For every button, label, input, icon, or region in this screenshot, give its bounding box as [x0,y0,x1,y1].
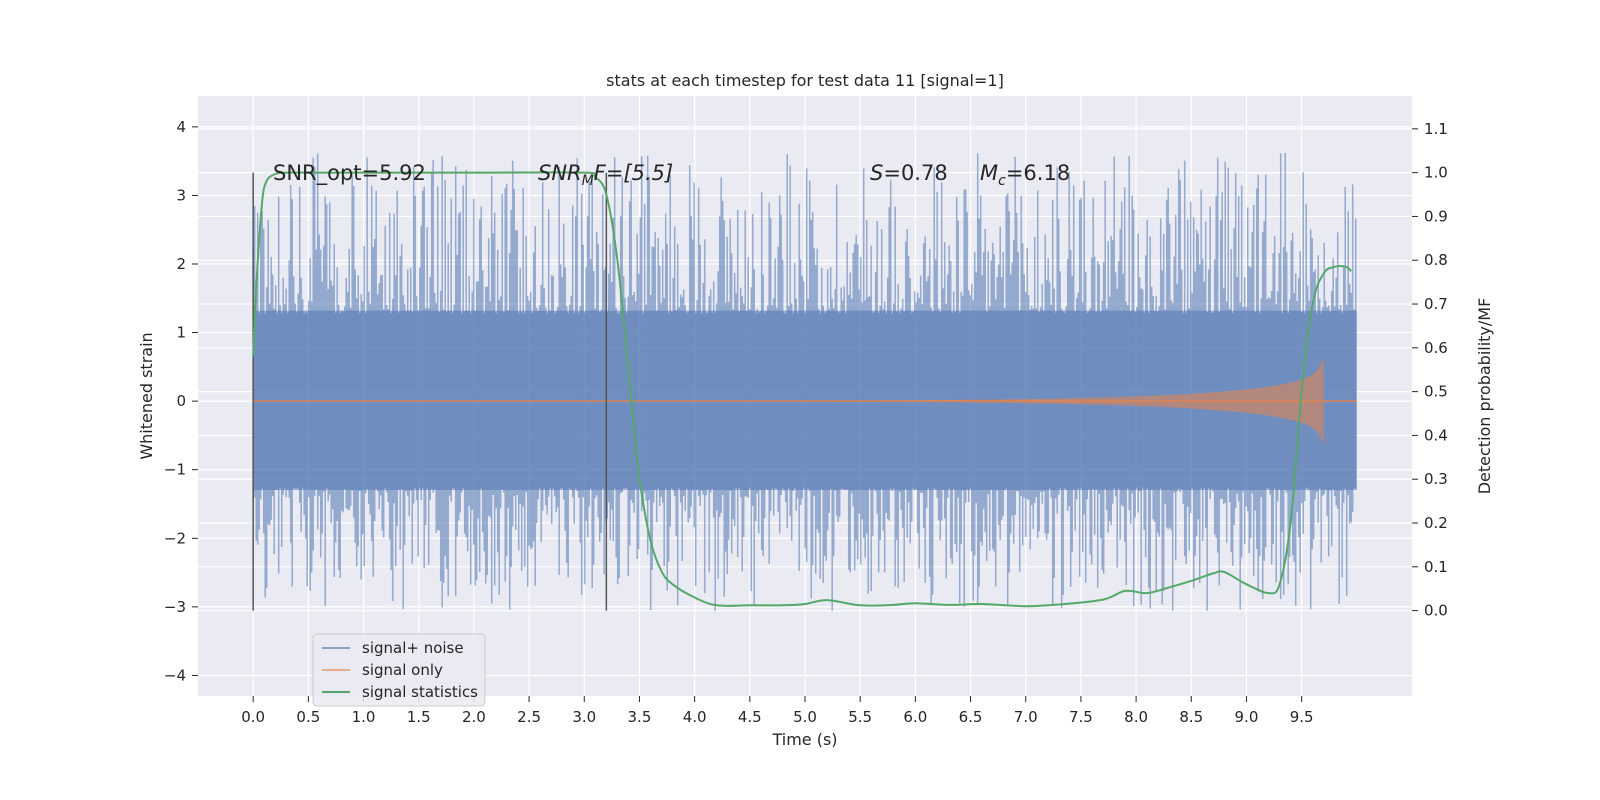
x-tick-label: 6.5 [959,708,983,726]
y-right-tick-label: 0.9 [1424,207,1448,225]
annotation-snr-mf: SNRMF=[5.5] [538,161,673,189]
y-right-tick-label: 0.7 [1424,295,1448,313]
legend: signal+ noise signal only signal statist… [312,633,486,707]
x-tick-label: 4.0 [683,708,707,726]
annotation-mc-label: M [980,161,998,185]
x-tick-label: 1.5 [407,708,431,726]
y-left-tick-label: 1 [176,324,186,342]
x-tick-label: 6.0 [903,708,927,726]
x-axis-label: Time (s) [771,730,837,749]
x-tick-label: 1.0 [352,708,376,726]
y-right-tick-label: 1.1 [1424,120,1448,138]
y-left-tick-label: −2 [164,529,186,547]
annotation-snr-mf-rest: F=[5.5] [594,161,673,185]
y-left-tick-label: 0 [176,392,186,410]
x-tick-label: 2.5 [517,708,541,726]
annotation-mc: Mc=6.18 [980,161,1070,189]
y-left-tick-label: 2 [176,255,186,273]
legend-box [312,633,486,707]
y-left-tick-label: −3 [164,598,186,616]
y-left-tick-label: −4 [164,666,186,684]
legend-label-signal-statistics: signal statistics [362,683,478,701]
y-right-tick-label: 0.5 [1424,383,1448,401]
annotation-snr-mf-base: SNR [538,161,582,185]
x-tick-label: 5.0 [793,708,817,726]
x-tick-label: 0.5 [296,708,320,726]
x-tick-label: 2.0 [462,708,486,726]
x-tick-label: 9.5 [1290,708,1314,726]
legend-label-signal-only: signal only [362,661,443,679]
x-tick-label: 8.0 [1124,708,1148,726]
x-tick-label: 0.0 [241,708,265,726]
vertical-markers [252,172,608,611]
y-left-tick-label: −1 [164,461,186,479]
y-right-tick-label: 1.0 [1424,164,1448,182]
y-left-tick-label: 3 [176,186,186,204]
y-axis-right-label: Detection probability/MF [1475,298,1494,495]
y-right-tick-label: 0.3 [1424,470,1448,488]
y-right-tick-label: 0.8 [1424,251,1448,269]
y-axis-left-label: Whitened strain [137,332,156,459]
x-tick-label: 4.5 [738,708,762,726]
y-right-tick-label: 0.6 [1424,339,1448,357]
x-tick-label: 7.5 [1069,708,1093,726]
annotation-mc-sub: c [998,173,1006,189]
x-tick-label: 3.5 [628,708,652,726]
x-tick-label: 3.0 [572,708,596,726]
y-left-tick-label: 4 [176,118,186,136]
annotation-snr-mf-sub: M [582,173,594,189]
x-tick-label: 7.0 [1014,708,1038,726]
annotation-s-label: S [870,161,883,185]
y-axis-right-ticks: 1.1 1.0 0.9 0.8 0.7 0.6 0.5 0.4 0.3 0.2 0.1 0.0 [1412,120,1448,620]
x-tick-label: 9.0 [1235,708,1259,726]
x-tick-label: 5.5 [848,708,872,726]
x-tick-label: 8.5 [1179,708,1203,726]
y-right-tick-label: 0.1 [1424,558,1448,576]
y-right-tick-label: 0.2 [1424,514,1448,532]
y-right-tick-label: 0.4 [1424,426,1448,444]
y-axis-left-ticks: 4 3 2 1 0 −1 −2 −3 −4 [164,118,198,684]
annotation-s: S=0.78 [870,161,948,185]
signal-only-series [253,356,1357,446]
annotation-mc-value: =6.18 [1006,161,1070,185]
annotation-s-value: =0.78 [883,161,947,185]
chart-title: stats at each timestep for test data 11 … [606,71,1004,90]
x-axis-ticks: 0.0 0.5 1.0 1.5 2.0 2.5 3.0 3.5 4.0 4.5 5.0 5.5 6.0 6… [241,696,1314,726]
annotation-snr-opt: SNR_opt=5.92 [273,161,426,186]
signal-statistics-line [252,171,1352,608]
signal-statistics-series [252,171,1352,608]
legend-label-signal-plus-noise: signal+ noise [362,639,464,657]
y-right-tick-label: 0.0 [1424,602,1448,620]
